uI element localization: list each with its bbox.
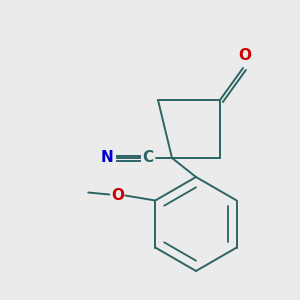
Text: O: O bbox=[111, 188, 124, 203]
Text: O: O bbox=[238, 49, 251, 64]
Text: C: C bbox=[142, 151, 154, 166]
Text: N: N bbox=[100, 151, 113, 166]
